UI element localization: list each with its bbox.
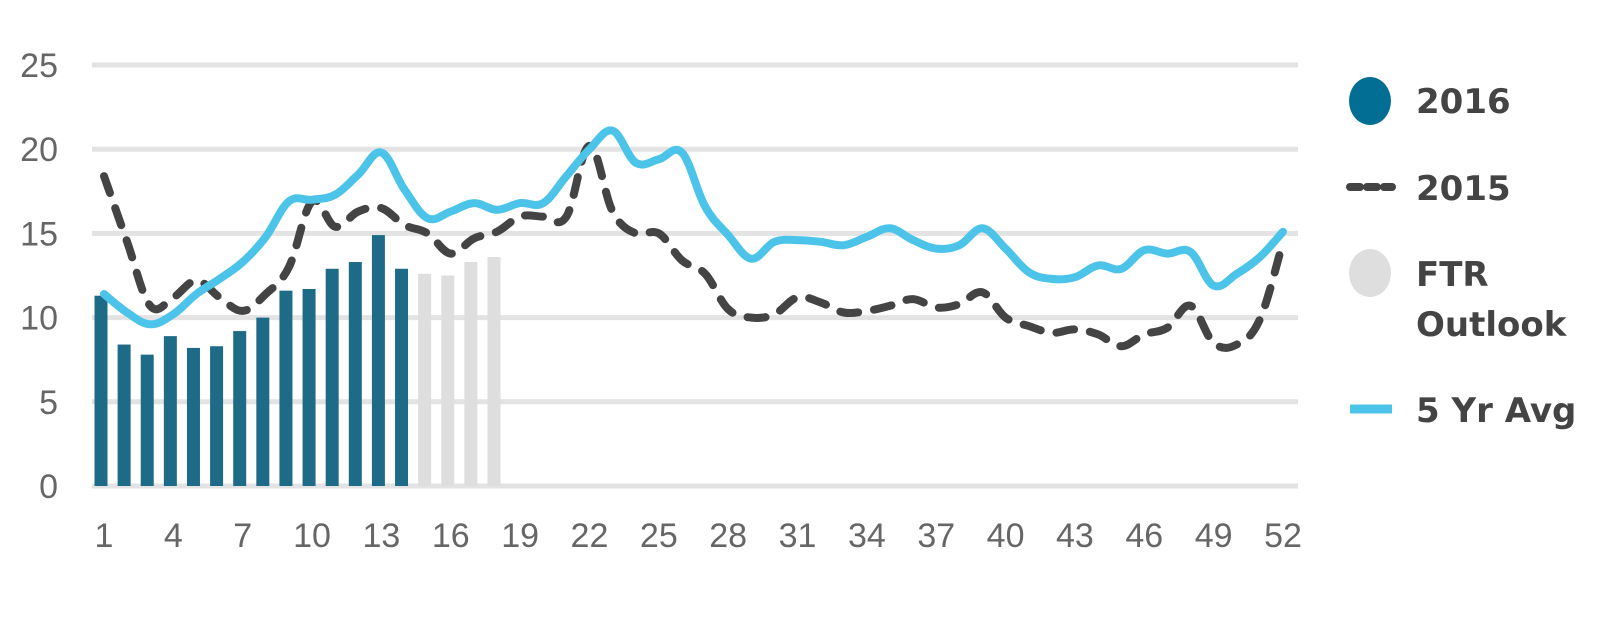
x-tick-label: 43 bbox=[1056, 517, 1094, 555]
x-tick-label: 10 bbox=[293, 517, 331, 555]
bar-ftr-outlook bbox=[418, 274, 431, 486]
bar-2016 bbox=[233, 331, 246, 486]
legend-ftr-outlook-label: FTR Outlook bbox=[1416, 255, 1568, 345]
x-tick-label: 25 bbox=[640, 517, 678, 555]
bar-2016 bbox=[141, 355, 154, 486]
bar-2016 bbox=[118, 345, 131, 486]
bar-2016 bbox=[395, 269, 408, 486]
bar-2016 bbox=[256, 318, 269, 486]
bar-2016 bbox=[164, 336, 177, 486]
bars bbox=[95, 235, 501, 486]
x-tick-label: 13 bbox=[362, 517, 400, 555]
x-tick-label: 7 bbox=[233, 517, 252, 555]
y-tick-label: 0 bbox=[39, 468, 58, 506]
legend-ftr-outlook-marker bbox=[1349, 249, 1391, 297]
y-tick-label: 10 bbox=[20, 300, 58, 338]
legend-label-line: FTR bbox=[1416, 255, 1489, 295]
bar-2016 bbox=[95, 296, 108, 486]
x-tick-label: 46 bbox=[1125, 517, 1163, 555]
bar-2016 bbox=[279, 291, 292, 486]
y-tick-label: 20 bbox=[20, 131, 58, 169]
x-tick-label: 52 bbox=[1264, 517, 1302, 555]
legend-label-line: Outlook bbox=[1416, 305, 1568, 345]
x-tick-label: 16 bbox=[432, 517, 470, 555]
bar-ftr-outlook bbox=[441, 276, 454, 487]
bar-2016 bbox=[349, 262, 362, 486]
legend-label-line: 5 Yr Avg bbox=[1416, 391, 1576, 431]
legend-label-line: 2015 bbox=[1416, 169, 1511, 209]
x-tick-label: 22 bbox=[571, 517, 609, 555]
x-tick-label: 4 bbox=[164, 517, 183, 555]
bar-2016 bbox=[326, 269, 339, 486]
x-tick-label: 37 bbox=[917, 517, 955, 555]
x-tick-label: 31 bbox=[779, 517, 817, 555]
bar-2016 bbox=[372, 235, 385, 486]
legend-2016-label: 2016 bbox=[1416, 82, 1511, 122]
y-tick-label: 15 bbox=[20, 215, 58, 253]
legend-2016-marker bbox=[1349, 77, 1391, 125]
bar-2016 bbox=[303, 289, 316, 486]
x-tick-label: 28 bbox=[709, 517, 747, 555]
bar-2016 bbox=[210, 346, 223, 486]
legend-label-line: 2016 bbox=[1416, 82, 1511, 122]
y-tick-label: 5 bbox=[39, 384, 58, 422]
x-tick-label: 34 bbox=[848, 517, 886, 555]
y-tick-label: 25 bbox=[20, 47, 58, 85]
gridlines bbox=[92, 65, 1298, 486]
bar-ftr-outlook bbox=[488, 257, 501, 486]
bar-2016 bbox=[187, 348, 200, 486]
x-tick-label: 1 bbox=[95, 517, 114, 555]
legend: 2016 2015 FTR Outlook 5 Yr Avg bbox=[1349, 77, 1576, 431]
x-tick-label: 40 bbox=[987, 517, 1025, 555]
legend-5-yr-avg-label: 5 Yr Avg bbox=[1416, 391, 1576, 431]
x-tick-label: 19 bbox=[501, 517, 539, 555]
bar-ftr-outlook bbox=[464, 262, 477, 486]
legend-2015-label: 2015 bbox=[1416, 169, 1511, 209]
x-tick-label: 49 bbox=[1195, 517, 1233, 555]
